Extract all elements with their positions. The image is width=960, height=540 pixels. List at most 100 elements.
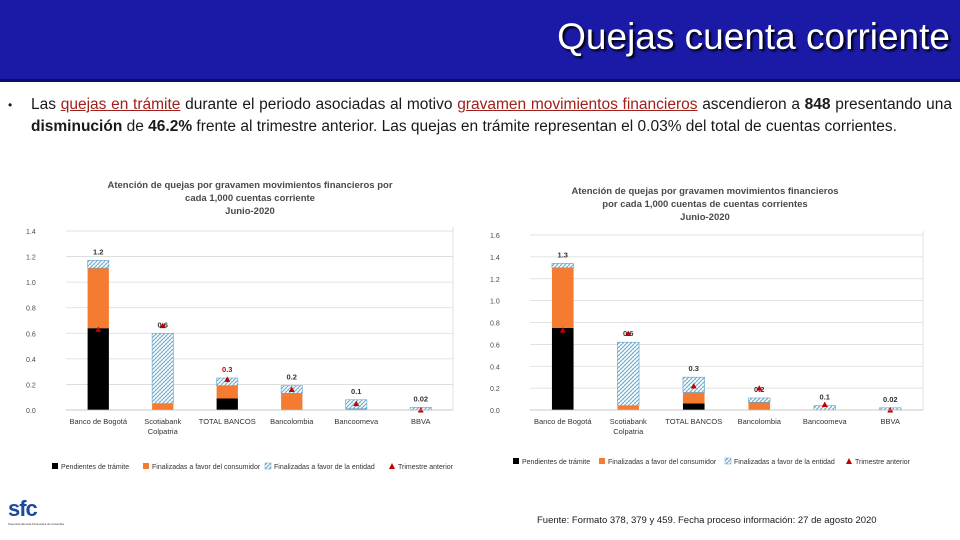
trimestre-anterior-marker bbox=[756, 385, 763, 391]
bar-total-label: 0.1 bbox=[820, 393, 830, 402]
x-tick-label: Banco de Bogotá bbox=[534, 417, 592, 426]
y-tick-label: 0.8 bbox=[490, 321, 500, 328]
legend-label: Pendientes de trámite bbox=[522, 459, 590, 466]
legend-swatch bbox=[599, 458, 605, 464]
logo-subtitle: Superintendencia Financiera de Colombia bbox=[8, 522, 64, 526]
chart-title-line: por cada 1,000 cuentas de cuentas corrie… bbox=[602, 199, 807, 210]
legend-label: Finalizadas a favor del consumidor bbox=[608, 459, 717, 466]
x-tick-label: Bancolombia bbox=[738, 417, 782, 426]
y-tick-label: 0.2 bbox=[26, 382, 36, 389]
trimestre-anterior-marker bbox=[159, 322, 166, 329]
trimestre-anterior-marker bbox=[353, 400, 360, 407]
y-tick-label: 0.4 bbox=[26, 357, 36, 364]
quejas-count: 848 bbox=[804, 96, 831, 113]
y-tick-label: 0.0 bbox=[26, 408, 36, 415]
text-run: durante el periodo asociadas al motivo bbox=[180, 96, 458, 113]
y-tick-label: 0.0 bbox=[490, 408, 500, 415]
bar-segment-consumidor bbox=[87, 268, 109, 329]
bar-segment-entidad bbox=[151, 332, 174, 404]
y-tick-label: 0.6 bbox=[26, 331, 36, 338]
bar-segment-entidad bbox=[551, 263, 574, 269]
bar-segment-pendientes bbox=[682, 403, 705, 410]
y-tick-label: 1.4 bbox=[26, 229, 36, 236]
bar-total-label: 1.2 bbox=[93, 247, 103, 256]
legend-swatch bbox=[513, 458, 519, 464]
text-run: presentando una bbox=[830, 96, 952, 113]
slide-title: Quejas cuenta corriente bbox=[557, 16, 950, 57]
y-tick-label: 0.4 bbox=[490, 364, 500, 371]
summary-paragraph: • Las quejas en trámite durante el perio… bbox=[8, 94, 952, 138]
bar-segment-pendientes bbox=[551, 327, 574, 410]
bar-total-label: 0.2 bbox=[287, 373, 297, 382]
summary-text: Las quejas en trámite durante el periodo… bbox=[31, 94, 952, 138]
chart-title-line: Junio-2020 bbox=[680, 212, 730, 223]
trimestre-anterior-marker bbox=[821, 401, 828, 408]
bar-total-label: 0.3 bbox=[689, 364, 699, 373]
bar-total-label: 0.3 bbox=[222, 365, 232, 374]
chart-junio-2020-left: Atención de quejas por gravamen movimien… bbox=[26, 180, 454, 471]
bar-segment-consumidor bbox=[551, 267, 574, 328]
variation-percent: 46.2% bbox=[148, 118, 193, 135]
legend-swatch bbox=[52, 463, 58, 469]
bar-segment-pendientes bbox=[216, 398, 238, 410]
legend-label: Finalizadas a favor de la entidad bbox=[734, 459, 835, 466]
legend-label: Trimestre anterior bbox=[398, 464, 454, 471]
bar-segment-consumidor bbox=[345, 408, 367, 410]
bar-segment-consumidor bbox=[682, 392, 705, 404]
y-tick-label: 0.2 bbox=[490, 386, 500, 393]
y-tick-label: 1.0 bbox=[490, 299, 500, 306]
chart-title-line: cada 1,000 cuentas corriente bbox=[185, 193, 315, 204]
text-run: frente al trimestre anterior. Las quejas… bbox=[192, 118, 897, 135]
y-tick-label: 0.8 bbox=[26, 306, 36, 313]
text-run: ascendieron a bbox=[697, 96, 805, 113]
x-tick-label: Bancolombia bbox=[270, 417, 314, 426]
chart-title-line: Atención de quejas por gravamen movimien… bbox=[571, 186, 838, 197]
y-tick-label: 1.2 bbox=[490, 277, 500, 284]
bar-segment-consumidor bbox=[152, 403, 174, 410]
bar-segment-consumidor bbox=[617, 405, 640, 410]
trimestre-anterior-marker bbox=[559, 327, 566, 333]
chart-junio-2020-right: Atención de quejas por gravamen movimien… bbox=[490, 186, 924, 466]
legend-swatch bbox=[143, 463, 149, 469]
trimestre-anterior-marker bbox=[690, 382, 697, 389]
sfc-logo: sfc Superintendencia Financiera de Colom… bbox=[8, 496, 68, 536]
trimestre-anterior-marker bbox=[288, 386, 295, 393]
x-tick-label: TOTAL BANCOS bbox=[199, 417, 256, 426]
x-tick-label: BBVA bbox=[411, 417, 430, 426]
legend-marker bbox=[846, 458, 852, 464]
bar-segment-consumidor bbox=[748, 402, 771, 410]
bar-segment-pendientes bbox=[87, 328, 109, 410]
chart-title-line: Atención de quejas por gravamen movimien… bbox=[107, 180, 392, 191]
y-tick-label: 0.6 bbox=[490, 342, 500, 349]
x-tick-label: Colpatria bbox=[148, 427, 179, 436]
legend-swatch bbox=[264, 462, 272, 470]
bar-total-label: 0.02 bbox=[413, 394, 428, 403]
variation-word: disminución bbox=[31, 118, 123, 135]
x-tick-label: Bancoomeva bbox=[803, 417, 848, 426]
highlight-quejas-tramite: quejas en trámite bbox=[60, 96, 181, 113]
bar-segment-consumidor bbox=[216, 385, 238, 399]
legend-swatch bbox=[724, 457, 732, 465]
highlight-motivo: gravamen movimientos financieros bbox=[457, 96, 698, 113]
x-tick-label: Scotiabank bbox=[610, 417, 647, 426]
bar-segment-entidad bbox=[617, 341, 640, 406]
source-note: Fuente: Formato 378, 379 y 459. Fecha pr… bbox=[537, 515, 877, 526]
x-tick-label: BBVA bbox=[881, 417, 900, 426]
x-tick-label: Bancoomeva bbox=[334, 417, 379, 426]
bar-segment-entidad bbox=[748, 397, 771, 403]
y-tick-label: 1.4 bbox=[490, 255, 500, 262]
y-tick-label: 1.2 bbox=[26, 255, 36, 262]
legend-label: Finalizadas a favor de la entidad bbox=[274, 464, 375, 471]
chart-title-line: Junio-2020 bbox=[225, 206, 275, 217]
logo-mark: sfc bbox=[8, 496, 38, 521]
y-tick-label: 1.0 bbox=[26, 280, 36, 287]
x-tick-label: Colpatria bbox=[613, 427, 644, 436]
legend-label: Pendientes de trámite bbox=[61, 464, 129, 471]
bar-segment-consumidor bbox=[281, 393, 303, 410]
legend-marker bbox=[389, 463, 395, 469]
bar-total-label: 1.3 bbox=[558, 250, 568, 259]
text-run: de bbox=[122, 118, 149, 135]
trimestre-anterior-marker bbox=[95, 326, 102, 332]
x-tick-label: Banco de Bogotá bbox=[69, 417, 127, 426]
bar-segment-entidad bbox=[87, 260, 110, 269]
